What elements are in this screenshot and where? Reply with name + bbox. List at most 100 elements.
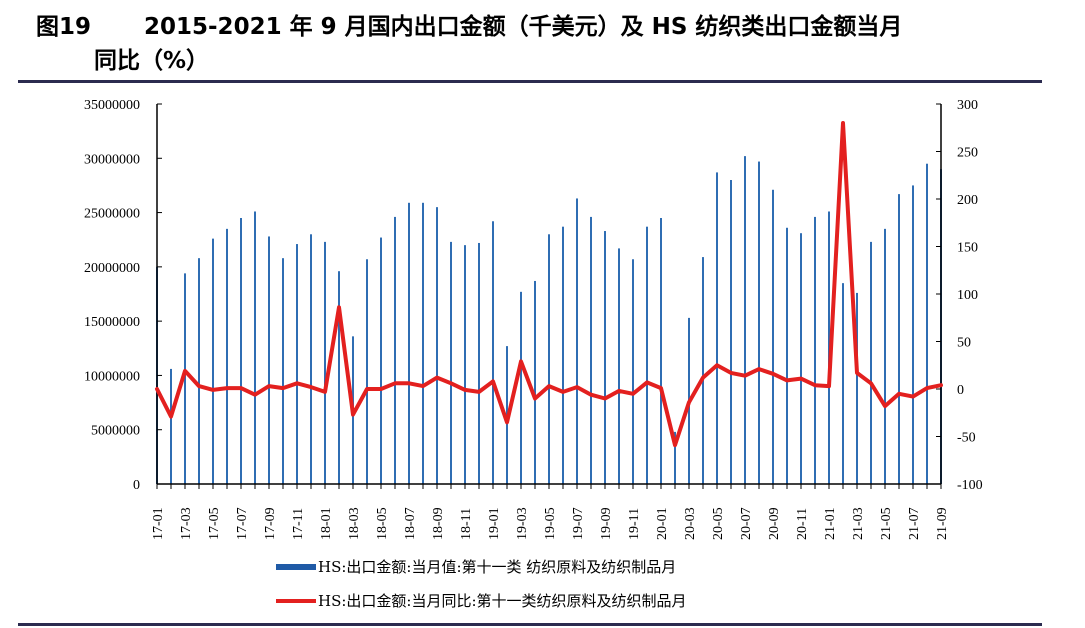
bar-17-06 <box>226 228 228 484</box>
x-tick-label: 20-01 <box>655 507 670 540</box>
x-tick-label: 18-05 <box>375 507 390 540</box>
bar-17-03 <box>184 273 186 484</box>
left-y-tick-label: 0 <box>133 478 140 493</box>
bar-19-10 <box>618 248 620 484</box>
bar-20-05 <box>716 172 718 484</box>
bar-21-02 <box>842 283 844 484</box>
bar-18-07 <box>408 202 410 485</box>
x-tick-label: 19-03 <box>515 507 530 540</box>
x-tick-label: 17-11 <box>291 508 306 540</box>
bar-18-12 <box>478 242 480 484</box>
bar-21-08 <box>926 163 928 484</box>
bar-20-06 <box>730 180 732 484</box>
right-y-tick-label: 0 <box>957 383 964 398</box>
bar-20-10 <box>786 227 788 484</box>
x-tick-label: 19-11 <box>627 508 642 540</box>
legend-item-bar: HS:出口金额:当月值:第十一类 纺织原料及纺织制品月 <box>276 556 676 577</box>
bar-19-06 <box>562 226 564 484</box>
legend-bar-label: HS:出口金额:当月值:第十一类 纺织原料及纺织制品月 <box>318 558 677 576</box>
x-tick-label: 17-05 <box>207 507 222 540</box>
bar-21-01 <box>828 211 830 484</box>
left-y-tick-label: 15000000 <box>84 315 140 330</box>
x-tick-label: 18-01 <box>319 507 334 540</box>
yoy-line-series <box>155 121 943 448</box>
bottom-divider <box>18 623 1042 626</box>
bar-18-11 <box>464 245 466 484</box>
bar-20-09 <box>772 189 774 484</box>
top-divider <box>18 80 1042 83</box>
figure-title-line2: 同比（%） <box>94 48 210 74</box>
left-y-tick-label: 10000000 <box>84 369 140 384</box>
figure-title: 图19 2015-2021 年 9 月国内出口金额（千美元）及 HS 纺织类出口金… <box>36 10 1046 78</box>
left-y-tick-label: 25000000 <box>84 207 140 222</box>
x-tick-label: 19-07 <box>571 507 586 540</box>
bar-18-06 <box>394 216 396 484</box>
bar-17-04 <box>198 258 200 484</box>
x-tick-label: 20-07 <box>739 507 754 540</box>
bar-21-07 <box>912 185 914 484</box>
bar-21-03 <box>856 292 858 484</box>
bar-17-11 <box>296 244 298 484</box>
x-tick-label: 19-01 <box>487 507 502 540</box>
legend-line-swatch-icon <box>276 598 316 603</box>
right-y-tick-label: 150 <box>957 241 978 256</box>
left-y-tick-label: 5000000 <box>91 424 140 439</box>
x-tick-label: 19-09 <box>599 507 614 540</box>
x-tick-label: 17-03 <box>179 507 194 540</box>
left-y-tick-label: 30000000 <box>84 152 140 167</box>
bar-18-01 <box>324 241 326 484</box>
bar-18-09 <box>436 207 438 484</box>
bar-20-08 <box>758 161 760 485</box>
right-y-axis-labels: -100 -50 0 50 100 150 200 250 300 <box>957 98 983 493</box>
figure-number: 图19 <box>36 14 92 40</box>
bar-17-10 <box>282 258 284 484</box>
right-y-tick-label: -100 <box>957 478 983 493</box>
bar-21-05 <box>884 228 886 484</box>
right-y-tick-label: 100 <box>957 288 978 303</box>
bar-20-02 <box>674 431 676 484</box>
bar-17-12 <box>310 234 312 484</box>
x-tick-label: 21-07 <box>907 507 922 540</box>
bar-18-04 <box>366 259 368 484</box>
left-y-axis-labels: 0 5000000 10000000 15000000 20000000 25000000… <box>84 98 140 493</box>
x-tick-label: 19-05 <box>543 507 558 540</box>
bar-17-08 <box>254 211 256 484</box>
right-y-tick-label: 200 <box>957 193 978 208</box>
bar-18-10 <box>450 241 452 484</box>
bar-19-09 <box>604 231 606 484</box>
right-y-tick-label: 300 <box>957 98 978 113</box>
x-tick-label: 17-01 <box>151 507 166 540</box>
x-tick-label: 20-09 <box>767 507 782 540</box>
bar-18-05 <box>380 237 382 484</box>
bar-17-05 <box>212 238 214 484</box>
bar-20-12 <box>814 216 816 484</box>
bar-18-08 <box>422 202 424 485</box>
legend-item-line: HS:出口金额:当月同比:第十一类纺织原料及纺织制品月 <box>276 590 687 611</box>
axes <box>156 103 942 489</box>
x-tick-label: 21-05 <box>879 507 894 540</box>
bar-20-11 <box>800 233 802 484</box>
bar-series <box>156 156 942 485</box>
x-tick-label: 17-07 <box>235 507 250 540</box>
right-y-tick-label: 50 <box>957 336 971 351</box>
x-tick-label: 21-09 <box>935 507 950 540</box>
bar-17-09 <box>268 236 270 484</box>
legend-bar-swatch-icon <box>276 563 316 570</box>
bar-19-05 <box>548 234 550 484</box>
bar-17-02 <box>170 368 172 484</box>
bar-20-04 <box>702 257 704 484</box>
left-y-tick-label: 35000000 <box>84 98 140 113</box>
bar-19-11 <box>632 259 634 484</box>
legend-line-label: HS:出口金额:当月同比:第十一类纺织原料及纺织制品月 <box>318 592 687 610</box>
x-tick-label: 18-07 <box>403 507 418 540</box>
bar-19-07 <box>576 198 578 484</box>
x-tick-label: 18-11 <box>459 508 474 540</box>
x-tick-label: 21-01 <box>823 507 838 540</box>
bar-20-01 <box>660 218 662 484</box>
x-tick-label: 20-05 <box>711 507 726 540</box>
x-tick-label: 21-03 <box>851 507 866 540</box>
x-tick-label: 17-09 <box>263 507 278 540</box>
bar-19-04 <box>534 280 536 484</box>
figure-title-line1: 图19 2015-2021 年 9 月国内出口金额（千美元）及 HS 纺织类出口金… <box>36 10 1046 44</box>
x-tick-label: 20-11 <box>795 508 810 540</box>
